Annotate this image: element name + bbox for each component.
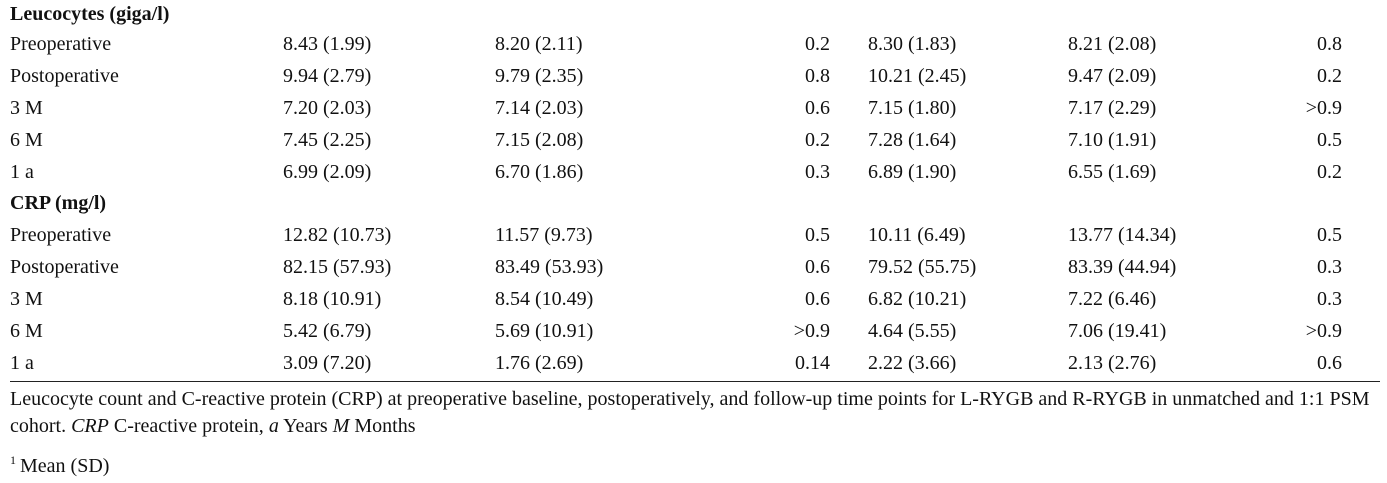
- table-row: 3 M 7.20 (2.03) 7.14 (2.03) 0.6 7.15 (1.80) 7…: [10, 92, 1380, 124]
- mean-sd-cell: 1.76 (2.69): [495, 352, 584, 375]
- mean-sd-cell: 2.22 (3.66): [868, 352, 957, 375]
- row-label: 3 M: [10, 287, 43, 310]
- table-row: 1 a 6.99 (2.09) 6.70 (1.86) 0.3 6.89 (1.90) 6…: [10, 157, 1380, 189]
- table-row: Postoperative 82.15 (57.93) 83.49 (53.93) 0…: [10, 251, 1380, 283]
- table-caption: Leucocyte count and C-reactive protein (…: [10, 386, 1382, 440]
- p-value-cell: 0.2: [805, 129, 830, 152]
- mean-sd-cell: 12.82 (10.73): [283, 223, 392, 246]
- mean-sd-cell: 7.06 (19.41): [1068, 320, 1167, 343]
- mean-sd-cell: 6.99 (2.09): [283, 161, 372, 184]
- mean-sd-cell: 4.64 (5.55): [868, 320, 957, 343]
- caption-abbreviation-years: a: [268, 415, 279, 437]
- mean-sd-cell: 7.28 (1.64): [868, 129, 957, 152]
- mean-sd-cell: 2.13 (2.76): [1068, 352, 1157, 375]
- p-value-cell: 0.2: [1317, 64, 1342, 87]
- mean-sd-cell: 8.54 (10.49): [495, 287, 594, 310]
- p-value-cell: 0.5: [805, 223, 830, 246]
- p-value-cell: 0.6: [805, 96, 830, 119]
- row-label: Postoperative: [10, 64, 119, 87]
- p-value-cell: 0.3: [1317, 287, 1342, 310]
- section-title: Leucocytes (giga/l): [10, 2, 170, 25]
- p-value-cell: >0.9: [793, 320, 830, 343]
- row-label: 1 a: [10, 352, 34, 375]
- p-value-cell: 0.3: [1317, 255, 1342, 278]
- mean-sd-cell: 7.22 (6.46): [1068, 287, 1157, 310]
- mean-sd-cell: 5.69 (10.91): [495, 320, 594, 343]
- caption-text: Leucocyte count and C-reactive protein (…: [10, 388, 1370, 437]
- p-value-cell: 0.6: [1317, 352, 1342, 375]
- mean-sd-cell: 7.15 (2.08): [495, 129, 584, 152]
- caption-text: Years: [278, 415, 333, 437]
- caption-text: C-reactive protein,: [108, 415, 269, 437]
- mean-sd-cell: 7.15 (1.80): [868, 96, 957, 119]
- mean-sd-cell: 10.11 (6.49): [868, 223, 966, 246]
- mean-sd-cell: 6.82 (10.21): [868, 287, 967, 310]
- p-value-cell: 0.14: [795, 352, 830, 375]
- section-header-row: CRP (mg/l): [10, 189, 1380, 219]
- table-row: 6 M 7.45 (2.25) 7.15 (2.08) 0.2 7.28 (1.64) 7…: [10, 125, 1380, 157]
- mean-sd-cell: 5.42 (6.79): [283, 320, 372, 343]
- mean-sd-cell: 11.57 (9.73): [495, 223, 593, 246]
- mean-sd-cell: 7.20 (2.03): [283, 96, 372, 119]
- mean-sd-cell: 8.18 (10.91): [283, 287, 382, 310]
- caption-text: Months: [349, 415, 416, 437]
- p-value-cell: 0.3: [805, 161, 830, 184]
- p-value-cell: 0.6: [805, 287, 830, 310]
- table-footnote: 1 Mean (SD): [10, 447, 109, 479]
- table-row: Postoperative 9.94 (2.79) 9.79 (2.35) 0.8 10…: [10, 60, 1380, 92]
- mean-sd-cell: 7.45 (2.25): [283, 129, 372, 152]
- mean-sd-cell: 9.79 (2.35): [495, 64, 584, 87]
- p-value-cell: 0.2: [805, 32, 830, 55]
- table-row: Preoperative 8.43 (1.99) 8.20 (2.11) 0.2 8.3…: [10, 28, 1380, 60]
- p-value-cell: 0.5: [1317, 223, 1342, 246]
- mean-sd-cell: 7.17 (2.29): [1068, 96, 1157, 119]
- table-body: Leucocytes (giga/l) Preoperative 8.43 (1.9…: [10, 0, 1380, 380]
- results-table: Leucocytes (giga/l) Preoperative 8.43 (1.9…: [10, 0, 1380, 380]
- mean-sd-cell: 7.14 (2.03): [495, 96, 584, 119]
- p-value-cell: 0.8: [805, 64, 830, 87]
- mean-sd-cell: 82.15 (57.93): [283, 255, 392, 278]
- p-value-cell: >0.9: [1305, 96, 1342, 119]
- section-title: CRP (mg/l): [10, 192, 107, 215]
- row-label: 6 M: [10, 320, 43, 343]
- mean-sd-cell: 8.43 (1.99): [283, 32, 372, 55]
- p-value-cell: 0.6: [805, 255, 830, 278]
- mean-sd-cell: 13.77 (14.34): [1068, 223, 1177, 246]
- mean-sd-cell: 3.09 (7.20): [283, 352, 372, 375]
- mean-sd-cell: 8.30 (1.83): [868, 32, 957, 55]
- p-value-cell: >0.9: [1305, 320, 1342, 343]
- row-label: Postoperative: [10, 255, 119, 278]
- caption-abbreviation-crp: CRP: [71, 415, 109, 437]
- row-label: Preoperative: [10, 32, 112, 55]
- p-value-cell: 0.8: [1317, 32, 1342, 55]
- mean-sd-cell: 8.21 (2.08): [1068, 32, 1157, 55]
- mean-sd-cell: 6.89 (1.90): [868, 161, 957, 184]
- mean-sd-cell: 9.94 (2.79): [283, 64, 372, 87]
- mean-sd-cell: 6.55 (1.69): [1068, 161, 1157, 184]
- row-label: 6 M: [10, 129, 43, 152]
- mean-sd-cell: 83.49 (53.93): [495, 255, 604, 278]
- mean-sd-cell: 7.10 (1.91): [1068, 129, 1157, 152]
- table-row: Preoperative 12.82 (10.73) 11.57 (9.73) 0.5…: [10, 219, 1380, 251]
- mean-sd-cell: 9.47 (2.09): [1068, 64, 1157, 87]
- table-row: 6 M 5.42 (6.79) 5.69 (10.91) >0.9 4.64 (5.55…: [10, 316, 1380, 348]
- row-label: Preoperative: [10, 223, 112, 246]
- row-label: 3 M: [10, 96, 43, 119]
- table-row: 1 a 3.09 (7.20) 1.76 (2.69) 0.14 2.22 (3.66)…: [10, 348, 1380, 380]
- mean-sd-cell: 8.20 (2.11): [495, 32, 583, 55]
- mean-sd-cell: 10.21 (2.45): [868, 64, 967, 87]
- footnote-text: Mean (SD): [20, 455, 110, 477]
- p-value-cell: 0.2: [1317, 161, 1342, 184]
- table-row: 3 M 8.18 (10.91) 8.54 (10.49) 0.6 6.82 (10.2…: [10, 283, 1380, 315]
- section-header-row: Leucocytes (giga/l): [10, 0, 1380, 28]
- mean-sd-cell: 6.70 (1.86): [495, 161, 584, 184]
- p-value-cell: 0.5: [1317, 129, 1342, 152]
- row-label: 1 a: [10, 161, 34, 184]
- mean-sd-cell: 79.52 (55.75): [868, 255, 977, 278]
- table-bottom-rule: [10, 381, 1380, 382]
- mean-sd-cell: 83.39 (44.94): [1068, 255, 1177, 278]
- caption-abbreviation-months: M: [332, 415, 350, 437]
- footnote-marker: 1: [10, 453, 16, 467]
